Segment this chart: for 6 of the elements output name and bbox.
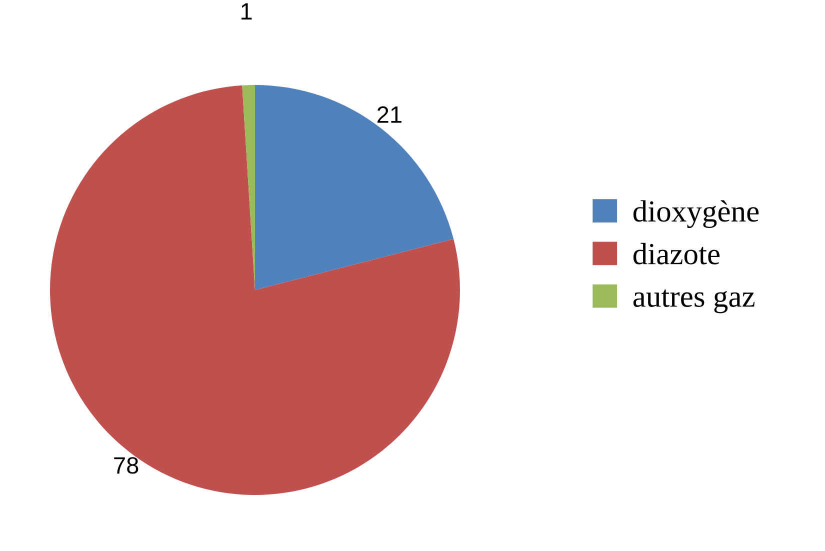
data-label: 1 (242, 3, 252, 20)
data-label: 21 (378, 106, 402, 123)
legend-label: diazote (633, 242, 720, 264)
legend-label: autres gaz (633, 289, 754, 314)
legend-label: dioxygène (633, 200, 759, 228)
data-label: 78 (114, 457, 138, 474)
